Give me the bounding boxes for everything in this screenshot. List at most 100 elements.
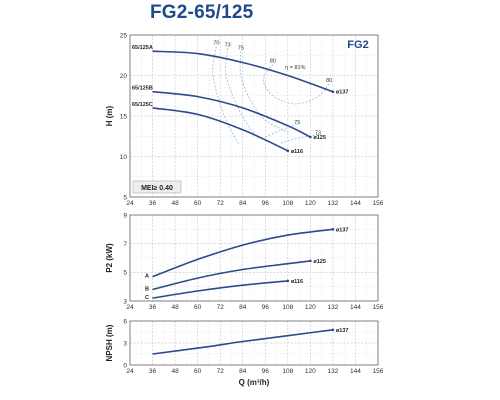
power-xtick-label: 108 — [282, 304, 293, 311]
head-ylabel: H (m) — [105, 105, 114, 126]
npsh-xtick-label: 144 — [350, 368, 361, 375]
efficiency-label: 73 — [315, 131, 321, 137]
head-xtick-label: 120 — [305, 200, 316, 207]
power-diameter-label: ø125 — [313, 259, 326, 265]
npsh-xtick-label: 96 — [262, 368, 270, 375]
power-plot-frame — [129, 214, 379, 302]
efficiency-isoline — [280, 134, 318, 144]
head-series-name: 65/125A — [132, 45, 153, 51]
efficiency-label: 75 — [238, 46, 244, 52]
head-xtick-label: 72 — [217, 200, 225, 207]
mei-label: MEI≥ 0.40 — [141, 185, 173, 192]
power-series-line — [152, 260, 311, 291]
head-xtick-label: 132 — [327, 200, 338, 207]
head-series-line — [152, 90, 311, 138]
power-xtick-label: 132 — [327, 304, 338, 311]
head-ytick-label: 25 — [120, 32, 128, 39]
head-xtick-label: 144 — [350, 200, 361, 207]
npsh-ytick-label: 0 — [123, 362, 127, 369]
power-xtick-label: 120 — [305, 304, 316, 311]
power-xtick-label: 24 — [126, 304, 134, 311]
npsh-series-end-point — [331, 328, 335, 332]
efficiency-isoline — [212, 46, 240, 145]
power-xtick-label: 72 — [217, 304, 225, 311]
efficiency-isoline — [265, 123, 298, 138]
head-series-end-point — [286, 149, 290, 153]
head-xtick-label: 156 — [373, 200, 384, 207]
npsh-xtick-label: 60 — [194, 368, 202, 375]
head-series-end-point — [331, 90, 335, 93]
chart-title: FG2-65/125 — [150, 2, 254, 23]
power-ytick-label: 5 — [123, 270, 127, 277]
head-ytick-label: 15 — [120, 113, 128, 120]
power-xtick-label: 48 — [171, 304, 179, 311]
power-series-line — [152, 280, 288, 299]
head-xtick-label: 24 — [126, 200, 134, 207]
head-ytick-label: 20 — [120, 73, 128, 80]
efficiency-label: 80 — [326, 78, 332, 84]
head-diameter-label: ø137 — [336, 90, 349, 96]
power-series-name: B — [145, 287, 149, 293]
npsh-xtick-label: 36 — [149, 368, 157, 375]
mei-box — [132, 180, 182, 194]
power-xtick-label: 60 — [194, 304, 202, 311]
npsh-xlabel: Q (m³/h) — [239, 378, 270, 387]
power-ytick-label: 3 — [123, 298, 127, 305]
head-xtick-label: 96 — [262, 200, 270, 207]
head-series-line — [152, 107, 289, 152]
head-xtick-label: 84 — [239, 200, 247, 207]
power-xtick-label: 36 — [149, 304, 157, 311]
head-series-name: 65/125C — [132, 102, 153, 108]
power-series-name: C — [145, 295, 149, 301]
npsh-diameter-label: ø137 — [336, 328, 349, 334]
power-xtick-label: 84 — [239, 304, 247, 311]
npsh-xtick-label: 108 — [282, 368, 293, 375]
head-plot-frame — [129, 34, 379, 198]
head-xtick-label: 60 — [194, 200, 202, 207]
efficiency-label: η = 81% — [285, 65, 305, 71]
npsh-ytick-label: 3 — [123, 340, 127, 347]
power-diameter-label: ø137 — [336, 227, 349, 233]
power-series-end-point — [331, 228, 335, 231]
power-diameter-label: ø116 — [291, 279, 303, 285]
npsh-xtick-label: 132 — [327, 368, 338, 375]
npsh-xtick-label: 120 — [305, 368, 316, 375]
head-series-line — [152, 50, 334, 93]
head-ytick-label: 5 — [123, 194, 127, 201]
head-diameter-label: ø116 — [291, 149, 303, 155]
npsh-xtick-label: 156 — [373, 368, 384, 375]
power-ytick-label: 9 — [123, 212, 127, 219]
head-xtick-label: 108 — [282, 200, 293, 207]
head-series-name: 65/125B — [132, 86, 153, 92]
head-xtick-label: 48 — [171, 200, 179, 207]
efficiency-label: 75 — [294, 120, 300, 126]
efficiency-isoline — [225, 47, 259, 139]
power-xtick-label: 96 — [262, 304, 270, 311]
power-series-end-point — [286, 279, 290, 283]
npsh-xtick-label: 48 — [171, 368, 179, 375]
npsh-xtick-label: 84 — [239, 368, 247, 375]
npsh-ytick-label: 6 — [123, 318, 127, 325]
efficiency-isoline — [262, 63, 330, 105]
efficiency-label: 80 — [270, 59, 276, 65]
power-ytick-label: 7 — [123, 241, 127, 248]
power-series-name: A — [145, 274, 149, 280]
npsh-series-line — [152, 329, 334, 355]
npsh-xtick-label: 72 — [217, 368, 225, 375]
efficiency-isoline — [239, 51, 289, 133]
power-xtick-label: 156 — [373, 304, 384, 311]
power-xtick-label: 144 — [350, 304, 361, 311]
head-xtick-label: 36 — [149, 200, 157, 207]
head-series-end-point — [309, 135, 312, 139]
npsh-plot-frame — [129, 320, 379, 366]
npsh-ylabel: NPSH (m) — [105, 324, 114, 361]
efficiency-label: 73 — [225, 42, 231, 48]
npsh-xtick-label: 24 — [126, 368, 134, 375]
efficiency-label: 70 — [213, 41, 219, 47]
head-ytick-label: 10 — [120, 154, 128, 161]
power-series-end-point — [309, 259, 312, 263]
series-badge: FG2 — [347, 39, 368, 51]
power-ylabel: P2 (kW) — [105, 243, 114, 273]
head-diameter-label: ø125 — [313, 135, 326, 141]
